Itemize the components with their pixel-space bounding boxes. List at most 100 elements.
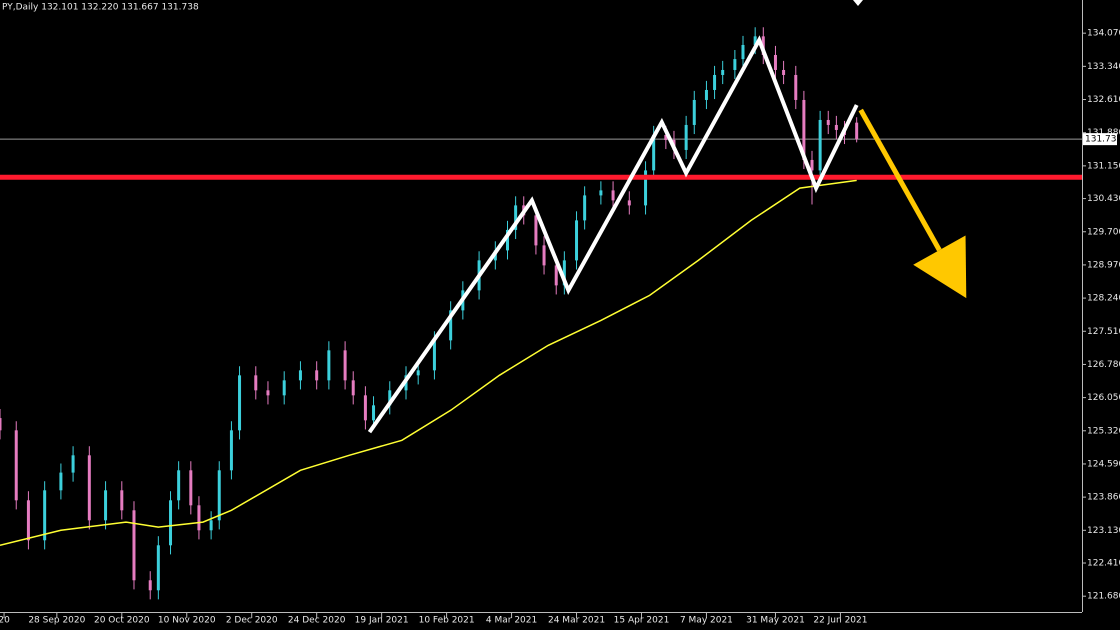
y-tick-label: 128.240 bbox=[1087, 294, 1120, 304]
candle-body bbox=[449, 310, 453, 341]
x-tick-label: 15 Apr 2021 bbox=[614, 616, 670, 626]
y-tick-label: 122.410 bbox=[1087, 559, 1120, 569]
candle-body bbox=[782, 69, 786, 75]
y-tick-label: 123.130 bbox=[1087, 526, 1120, 536]
candle-body bbox=[104, 490, 108, 521]
candle-body bbox=[343, 350, 347, 381]
x-tick-label: 7 May 2021 bbox=[680, 616, 733, 626]
candle-body bbox=[197, 505, 201, 531]
candle-body bbox=[59, 472, 63, 491]
candle-body bbox=[713, 74, 717, 90]
candle-body bbox=[684, 124, 688, 150]
candle-body bbox=[721, 69, 725, 75]
candle-body bbox=[704, 89, 708, 100]
candle-body bbox=[753, 36, 757, 45]
candle-body bbox=[810, 159, 814, 171]
candle-body bbox=[562, 260, 566, 286]
y-tick-label: 126.050 bbox=[1087, 393, 1120, 403]
candle-body bbox=[14, 430, 18, 501]
candle-body bbox=[0, 418, 2, 431]
candle-body bbox=[71, 455, 75, 473]
candle-body bbox=[575, 220, 579, 261]
candle-body bbox=[802, 99, 806, 160]
y-tick-label: 126.780 bbox=[1087, 360, 1120, 370]
x-tick-label: 10 Nov 2020 bbox=[158, 616, 216, 626]
candle-body bbox=[416, 370, 420, 376]
candle-body bbox=[388, 390, 392, 406]
y-tick-label: 128.970 bbox=[1087, 260, 1120, 270]
x-tick-label: 20 Oct 2020 bbox=[94, 616, 150, 626]
y-tick-label: 131.150 bbox=[1087, 161, 1120, 171]
x-tick-label: 2 Dec 2020 bbox=[226, 616, 278, 626]
candle-body bbox=[834, 124, 838, 130]
shift-marker bbox=[853, 0, 863, 6]
x-tick-label: 31 May 2021 bbox=[746, 616, 805, 626]
candle-body bbox=[282, 380, 286, 396]
candle-body bbox=[189, 470, 193, 506]
x-tick-label: 10 Feb 2021 bbox=[419, 616, 475, 626]
candle-body bbox=[87, 455, 91, 521]
candle-body bbox=[627, 200, 631, 206]
candle-body bbox=[209, 520, 213, 531]
candle-body bbox=[238, 375, 242, 431]
candle-body bbox=[855, 122, 859, 140]
candle-body bbox=[266, 390, 270, 396]
x-tick-label: 20 bbox=[0, 616, 10, 626]
candle-body bbox=[217, 470, 221, 521]
candle-body bbox=[506, 229, 510, 251]
y-tick-label: 125.320 bbox=[1087, 426, 1120, 436]
candle-body bbox=[254, 375, 258, 391]
zigzag-drawing bbox=[367, 35, 859, 434]
candle-body bbox=[298, 370, 302, 381]
candle-body bbox=[514, 205, 518, 230]
candle-body bbox=[351, 380, 355, 396]
chart-header: PY,Daily 132.101 132.220 131.667 131.738 bbox=[2, 3, 199, 13]
candle-body bbox=[826, 119, 830, 125]
candle-body bbox=[177, 470, 181, 501]
candle-body bbox=[43, 490, 47, 541]
forecast-arrow-shaft bbox=[858, 108, 942, 252]
candle-body bbox=[664, 134, 668, 140]
y-tick-label: 127.510 bbox=[1087, 327, 1120, 337]
candle-body bbox=[327, 350, 331, 381]
candle-body bbox=[773, 54, 777, 70]
moving-average bbox=[0, 179, 857, 547]
candle-body bbox=[120, 490, 124, 511]
candle-body bbox=[692, 99, 696, 125]
candle-body bbox=[554, 265, 558, 286]
x-tick-label: 24 Mar 2021 bbox=[548, 616, 605, 626]
x-tick-label: 19 Jan 2021 bbox=[355, 616, 409, 626]
forecast-arrow-head bbox=[913, 235, 967, 299]
candle-body bbox=[432, 340, 436, 371]
x-tick-label: 24 Dec 2020 bbox=[288, 616, 346, 626]
x-tick-label: 28 Sep 2020 bbox=[28, 616, 85, 626]
candle-body bbox=[148, 580, 152, 591]
candle-body bbox=[599, 190, 603, 196]
candle-body bbox=[542, 245, 546, 266]
y-tick-label: 133.340 bbox=[1087, 62, 1120, 72]
y-tick-label: 130.430 bbox=[1087, 194, 1120, 204]
candle-body bbox=[315, 370, 319, 381]
candle-body bbox=[733, 59, 737, 70]
candle-body bbox=[26, 500, 30, 541]
candle-body bbox=[794, 74, 798, 100]
y-tick-label: 121.680 bbox=[1087, 592, 1120, 602]
candle-body bbox=[583, 195, 587, 221]
y-tick-label: 132.610 bbox=[1087, 95, 1120, 105]
candle-body bbox=[169, 500, 173, 546]
candle-body bbox=[132, 510, 136, 581]
last-price-box bbox=[1083, 133, 1117, 146]
candle-body bbox=[818, 119, 822, 171]
candle-body bbox=[534, 215, 538, 246]
y-tick-label: 134.070 bbox=[1087, 29, 1120, 39]
y-tick-label: 129.700 bbox=[1087, 227, 1120, 237]
candle-body bbox=[741, 44, 745, 60]
candle-body bbox=[229, 430, 233, 471]
candle-body bbox=[644, 170, 648, 206]
x-tick-label: 22 Jun 2021 bbox=[813, 616, 867, 626]
x-tick-label: 4 Mar 2021 bbox=[486, 616, 537, 626]
last-price-label: 131.738 bbox=[1085, 135, 1120, 145]
y-tick-label: 123.860 bbox=[1087, 493, 1120, 503]
